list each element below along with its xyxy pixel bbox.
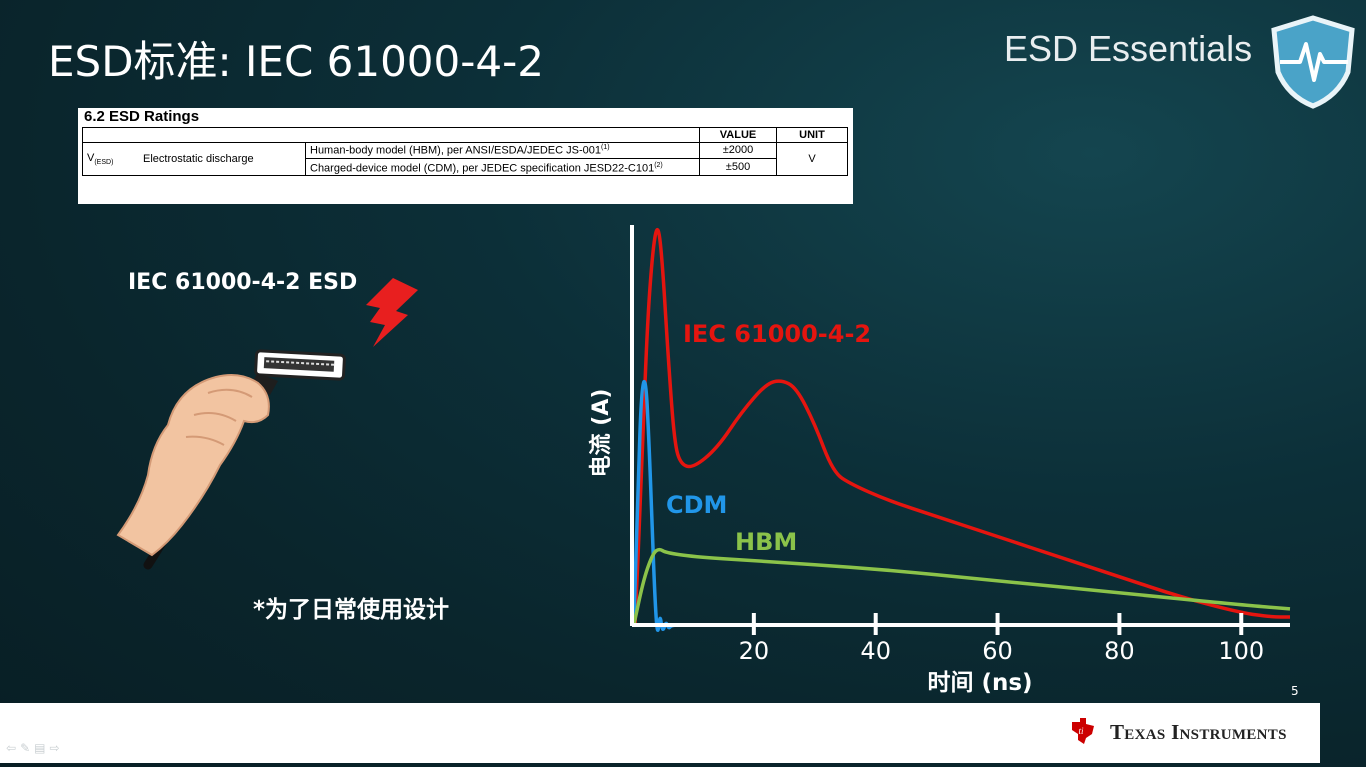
x-tick-label: 20 xyxy=(739,637,770,665)
pen-icon[interactable]: ✎ xyxy=(20,741,35,755)
parameter-cell: Electrostatic discharge xyxy=(139,141,306,177)
back-arrow-icon[interactable]: ⇦ xyxy=(6,741,21,755)
x-tick-label: 100 xyxy=(1218,637,1264,665)
table-row: Human-body model (HBM), per ANSI/ESDA/JE… xyxy=(305,142,700,159)
ratings-table-title: 6.2 ESD Ratings xyxy=(84,108,200,125)
svg-text:ti: ti xyxy=(1078,726,1084,736)
x-tick-label: 40 xyxy=(860,637,891,665)
x-tick-label: 80 xyxy=(1104,637,1135,665)
texas-instruments-wordmark: Texas Instruments xyxy=(1110,720,1287,744)
esd-waveform-chart: 20 40 60 80 100 电流 (A) 时间 (ns) IEC 61000-4-2… xyxy=(588,225,1291,696)
series-label-iec: IEC 61000-4-2 xyxy=(683,320,871,348)
brand-title: ESD Essentials xyxy=(1004,28,1253,69)
texas-instruments-logo-icon: ti xyxy=(1072,718,1094,744)
hand-with-usb-connector-illustration xyxy=(116,278,418,570)
slideshow-nav-controls[interactable]: ⇦✎▤⇨ xyxy=(6,741,64,755)
shield-logo-icon xyxy=(1271,15,1355,109)
y-axis-label: 电流 (A) xyxy=(588,389,614,478)
slide-title: ESD标准: IEC 61000-4-2 xyxy=(48,37,545,86)
esd-ratings-table: 6.2 ESD Ratings VALUE UNIT V(ESD) Electr… xyxy=(78,108,853,204)
unit-column-header: UNIT xyxy=(776,127,848,143)
x-axis-label: 时间 (ns) xyxy=(927,670,1032,696)
lightning-bolt-icon xyxy=(366,278,418,347)
series-label-cdm: CDM xyxy=(666,491,727,519)
series-label-hbm: HBM xyxy=(735,528,797,556)
slide-number: 5 xyxy=(1291,684,1299,698)
footer-bar xyxy=(0,703,1320,763)
symbol-cell: V(ESD) xyxy=(82,141,139,177)
series-line-hbm xyxy=(632,547,1291,626)
forward-arrow-icon[interactable]: ⇨ xyxy=(49,741,64,755)
x-tick-label: 60 xyxy=(982,637,1013,665)
table-row: Charged-device model (CDM), per JEDEC sp… xyxy=(305,157,700,177)
series-line-iec-61000-4-2 xyxy=(633,228,1290,626)
footnote-text: *为了日常使用设计 xyxy=(253,597,450,623)
cdm-value-cell: ±500 xyxy=(699,157,777,177)
value-column-header: VALUE xyxy=(699,127,777,143)
unit-cell: V xyxy=(776,141,848,177)
menu-icon[interactable]: ▤ xyxy=(34,741,50,755)
hbm-value-cell: ±2000 xyxy=(699,142,777,159)
iec-esd-label: IEC 61000-4-2 ESD xyxy=(128,270,358,295)
